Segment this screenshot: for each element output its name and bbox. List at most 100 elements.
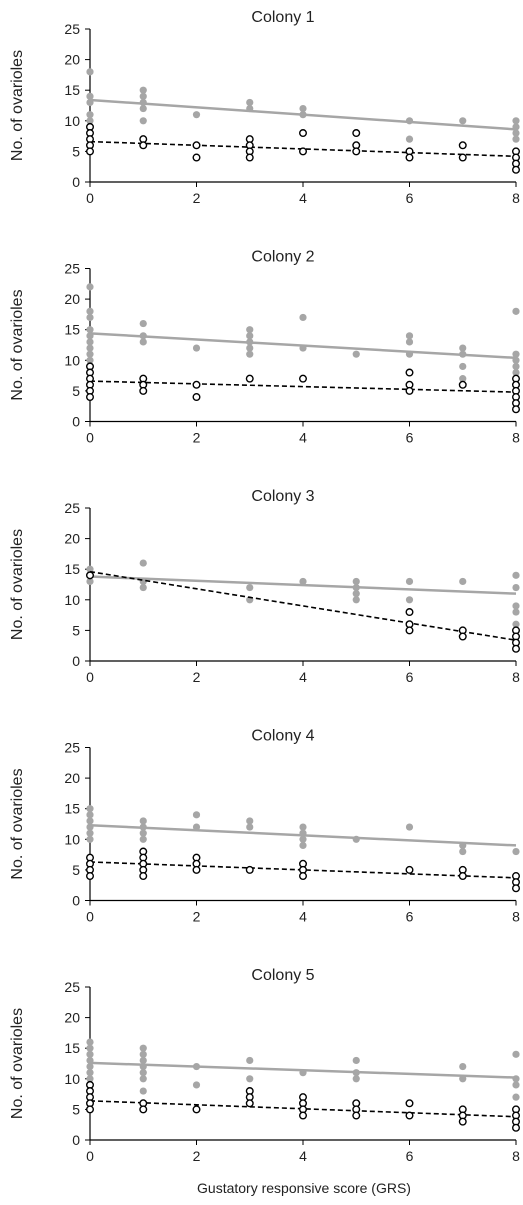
grey-data-point — [352, 596, 360, 604]
grey-data-point — [86, 565, 94, 573]
grey-data-point — [86, 817, 94, 825]
grey-data-point — [299, 313, 307, 322]
grey-data-point — [352, 1069, 360, 1077]
grey-data-point — [86, 111, 94, 119]
x-tick-label: 8 — [512, 669, 520, 685]
black-data-point — [85, 571, 94, 580]
grey-data-point — [139, 559, 147, 567]
black-data-point — [245, 865, 254, 874]
chart-panel-2: Colony 2 No. of ovarioles 0 5 10 15 20 25 0 2 4 6 8 — [9, 249, 520, 446]
grey-data-point — [512, 350, 520, 358]
grey-data-point — [512, 620, 520, 628]
grey-data-point — [512, 571, 520, 579]
grey-data-point — [139, 332, 147, 340]
x-tick-label: 6 — [406, 1148, 414, 1164]
y-axis-label: No. of ovarioles — [9, 50, 26, 161]
grey-data-point — [512, 368, 520, 377]
black-data-point — [405, 386, 414, 395]
black-data-point — [458, 153, 467, 162]
x-tick-label: 2 — [193, 669, 201, 685]
grey-data-point — [86, 1062, 94, 1071]
black-data-point — [299, 147, 308, 156]
grey-data-point — [512, 117, 520, 125]
grey-data-point — [139, 817, 147, 825]
grey-data-point — [246, 1075, 254, 1083]
x-tick-label: 4 — [299, 1148, 307, 1164]
chart-panel-3: Colony 3 No. of ovarioles 0 5 10 15 20 25 0 2 4 6 8 — [9, 488, 520, 685]
grey-data-point — [299, 841, 307, 850]
chart-title: Colony 1 — [251, 9, 314, 26]
x-tick-label: 2 — [193, 430, 201, 446]
y-tick-label: 20 — [64, 291, 80, 307]
grey-data-point — [512, 362, 520, 371]
grey-data-point — [246, 1056, 254, 1065]
grey-data-point — [192, 1062, 201, 1071]
y-axis-label: No. of ovarioles — [9, 768, 26, 879]
grey-data-point — [459, 350, 467, 358]
grey-data-point — [86, 1038, 94, 1046]
y-tick-label: 25 — [64, 740, 80, 756]
black-data-point — [405, 1111, 414, 1120]
x-tick-label: 8 — [512, 430, 520, 446]
black-data-point — [458, 380, 467, 389]
chart-panel-1: Colony 1 No. of ovarioles 0 5 10 15 20 25 0 2 4 6 8 — [9, 9, 520, 206]
grey-data-point — [86, 283, 94, 291]
grey-data-point — [192, 811, 201, 819]
y-tick-label: 5 — [72, 1101, 80, 1117]
grey-data-point — [246, 326, 254, 334]
black-data-point — [245, 1099, 254, 1108]
x-tick-label: 2 — [193, 909, 201, 925]
y-tick-label: 5 — [72, 143, 80, 159]
y-tick-label: 0 — [72, 893, 80, 909]
grey-data-point — [86, 332, 94, 340]
grey-data-point — [139, 835, 147, 843]
x-axis-title: Gustatory responsive score (GRS) — [197, 1180, 411, 1196]
x-tick-label: 4 — [299, 190, 307, 206]
grey-data-point — [86, 98, 94, 107]
grey-data-point — [86, 835, 94, 843]
grey-data-point — [299, 1069, 307, 1077]
y-tick-label: 15 — [64, 801, 80, 817]
chart-panel-4: Colony 4 No. of ovarioles 0 5 10 15 20 25 0 2 4 6 8 — [9, 728, 520, 925]
y-tick-label: 5 — [72, 622, 80, 638]
black-trend-line — [89, 140, 517, 158]
y-tick-label: 20 — [64, 1010, 80, 1026]
black-data-point — [405, 608, 414, 617]
y-tick-label: 15 — [64, 82, 80, 98]
grey-data-point — [139, 823, 147, 831]
grey-data-point — [512, 602, 520, 610]
y-tick-label: 10 — [64, 352, 80, 368]
grey-data-point — [512, 1081, 520, 1089]
grey-data-point — [139, 1087, 147, 1095]
grey-data-point — [299, 104, 307, 113]
black-data-point — [192, 141, 201, 150]
grey-data-point — [246, 583, 254, 592]
grey-data-point — [299, 111, 307, 119]
y-tick-label: 0 — [72, 1132, 80, 1148]
grey-data-point — [459, 375, 467, 383]
grey-data-point — [139, 98, 147, 107]
x-tick-label: 0 — [86, 669, 94, 685]
grey-data-point — [459, 847, 467, 856]
y-tick-label: 10 — [64, 831, 80, 847]
chart-title: Colony 5 — [251, 967, 314, 984]
grey-data-point — [139, 583, 147, 592]
grey-data-point — [192, 823, 201, 831]
grey-data-point — [86, 307, 94, 315]
y-tick-label: 15 — [64, 1040, 80, 1056]
grey-data-point — [139, 338, 147, 346]
grey-data-point — [352, 1075, 360, 1083]
grey-data-point — [299, 344, 307, 352]
grey-data-point — [459, 117, 467, 125]
grey-data-point — [459, 577, 467, 586]
grey-data-point — [139, 319, 147, 328]
chart-title: Colony 2 — [251, 249, 314, 266]
x-tick-label: 6 — [406, 909, 414, 925]
black-data-point — [299, 129, 308, 138]
grey-data-point — [405, 332, 414, 340]
grey-data-point — [405, 117, 414, 125]
grey-data-point — [86, 823, 94, 831]
grey-data-point — [352, 590, 360, 598]
y-axis-label: No. of ovarioles — [9, 529, 26, 640]
